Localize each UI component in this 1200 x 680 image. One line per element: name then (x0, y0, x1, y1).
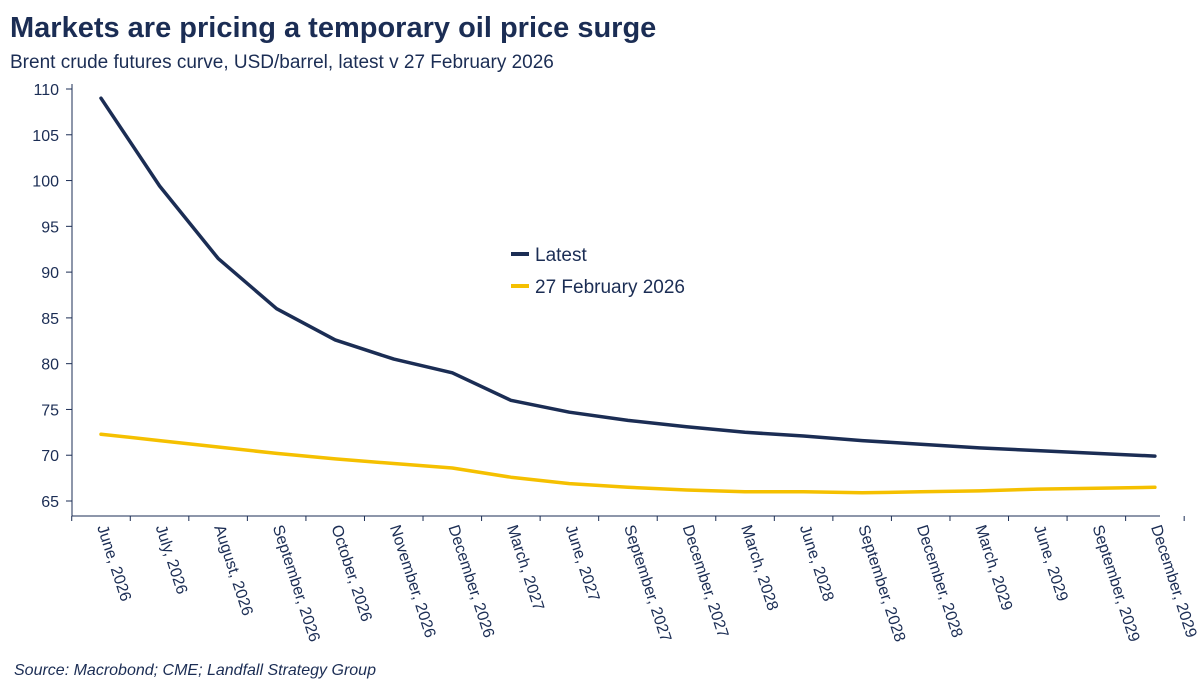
x-tick-label: November, 2026 (386, 523, 438, 640)
legend-label: Latest (535, 245, 587, 266)
y-tick-label: 105 (32, 128, 59, 145)
y-tick-label: 110 (33, 82, 59, 99)
series-line-latest (99, 96, 1157, 458)
y-tick-label: 100 (32, 174, 59, 191)
x-tick-label: September, 2029 (1089, 523, 1143, 644)
x-tick-label: June, 2029 (1030, 523, 1071, 604)
series-lines (99, 96, 1157, 495)
chart-axes (71, 84, 1160, 517)
x-tick-label: July, 2026 (152, 523, 190, 597)
chart-subtitle: Brent crude futures curve, USD/barrel, l… (10, 52, 554, 73)
x-tick-label: September, 2028 (854, 523, 908, 644)
x-tick-label: December, 2029 (1147, 523, 1199, 640)
y-tick-label: 75 (41, 402, 59, 419)
x-tick-label: March, 2029 (971, 523, 1015, 613)
y-tick-label: 80 (41, 357, 59, 374)
x-tick-label: September, 2027 (620, 523, 674, 644)
x-tick-label: June, 2027 (562, 523, 603, 604)
x-tick-label: December, 2028 (913, 523, 965, 640)
legend: Latest 27 February 2026 (511, 245, 685, 298)
y-tick-label: 70 (41, 448, 59, 465)
source-note: Source: Macrobond; CME; Landfall Strateg… (14, 662, 376, 679)
y-tick-label: 65 (41, 494, 59, 511)
y-tick-label: 95 (41, 219, 59, 236)
y-tick-label: 90 (41, 265, 59, 282)
x-axis-ticks: June, 2026 July, 2026 August, 2026 Septembe… (71, 516, 1200, 644)
x-tick-label: June, 2028 (796, 523, 837, 604)
x-tick-label: December, 2027 (679, 523, 731, 640)
x-tick-label: June, 2026 (93, 523, 134, 604)
legend-label: 27 February 2026 (535, 277, 685, 298)
x-tick-label: October, 2026 (327, 523, 374, 624)
series-line-feb-2026 (99, 432, 1157, 495)
y-tick-label: 85 (41, 311, 59, 328)
x-tick-label: September, 2026 (269, 523, 323, 644)
y-axis-ticks: 65 70 75 80 85 90 95 100 105 110 (32, 82, 72, 511)
chart-title: Markets are pricing a temporary oil pric… (10, 12, 657, 44)
x-tick-label: March, 2027 (503, 523, 547, 613)
x-tick-label: August, 2026 (210, 523, 255, 618)
x-tick-label: December, 2026 (444, 523, 496, 640)
x-tick-label: March, 2028 (737, 523, 781, 613)
